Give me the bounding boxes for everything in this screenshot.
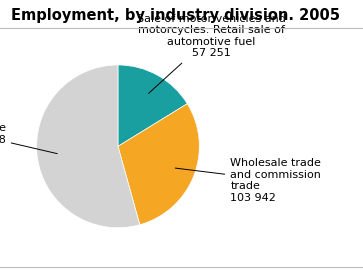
Wedge shape (37, 65, 140, 228)
Wedge shape (118, 104, 199, 225)
Text: Employment, by industry division. 2005: Employment, by industry division. 2005 (11, 8, 340, 23)
Text: Retail trade
191 688: Retail trade 191 688 (0, 123, 57, 154)
Text: Wholesale trade
and commission
trade
103 942: Wholesale trade and commission trade 103… (175, 158, 321, 203)
Wedge shape (118, 65, 187, 146)
Text: Sale of motor vehicles and
motorcycles. Retail sale of
automotive fuel
57 251: Sale of motor vehicles and motorcycles. … (137, 14, 286, 93)
